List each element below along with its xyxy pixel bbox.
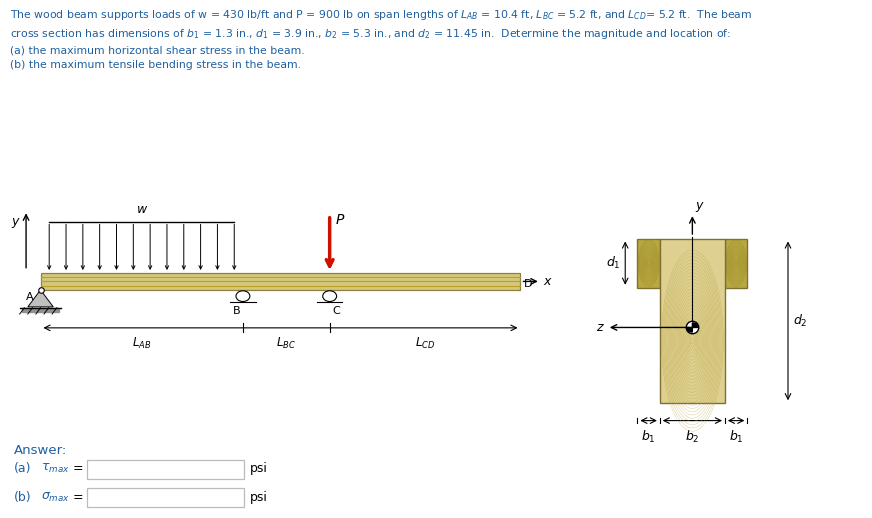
Bar (87, 488, 244, 507)
Text: $d_1$: $d_1$ (606, 255, 620, 271)
Text: C: C (332, 306, 340, 316)
Text: $b_2$: $b_2$ (685, 428, 699, 444)
Bar (40, 273, 521, 290)
Text: B: B (233, 306, 240, 316)
Text: w: w (137, 203, 146, 216)
Text: =: = (72, 462, 83, 476)
Text: psi: psi (249, 462, 267, 476)
Bar (87, 460, 244, 479)
Polygon shape (692, 323, 698, 327)
Polygon shape (686, 327, 692, 332)
Text: P: P (336, 213, 344, 227)
Polygon shape (22, 308, 59, 312)
Circle shape (323, 291, 337, 301)
Text: The wood beam supports loads of w = 430 lb/ft and P = 900 lb on span lengths of : The wood beam supports loads of w = 430 … (10, 8, 753, 70)
Bar (725, 239, 747, 287)
Text: $b_1$: $b_1$ (729, 428, 744, 444)
Text: $L_{AB}$: $L_{AB}$ (132, 336, 152, 351)
Text: psi: psi (249, 491, 267, 504)
Text: y: y (696, 199, 703, 212)
Polygon shape (28, 290, 53, 307)
Text: (b): (b) (14, 491, 31, 504)
Text: $L_{BC}$: $L_{BC}$ (276, 336, 296, 351)
Text: Answer:: Answer: (14, 444, 67, 457)
Text: D: D (523, 279, 532, 289)
Text: $L_{CD}$: $L_{CD}$ (415, 336, 435, 351)
Circle shape (236, 291, 250, 301)
Text: A: A (26, 292, 34, 302)
Text: x: x (543, 275, 551, 288)
Bar (637, 239, 660, 287)
Text: y: y (11, 215, 19, 228)
Text: z: z (596, 321, 603, 334)
Text: =: = (72, 491, 83, 504)
Text: $d_2$: $d_2$ (793, 313, 807, 329)
Text: $\tau_{max}$: $\tau_{max}$ (41, 462, 70, 476)
Bar (660, 239, 725, 403)
Text: $\sigma_{max}$: $\sigma_{max}$ (41, 491, 71, 504)
Text: $b_1$: $b_1$ (641, 428, 656, 444)
Text: (a): (a) (14, 462, 31, 476)
